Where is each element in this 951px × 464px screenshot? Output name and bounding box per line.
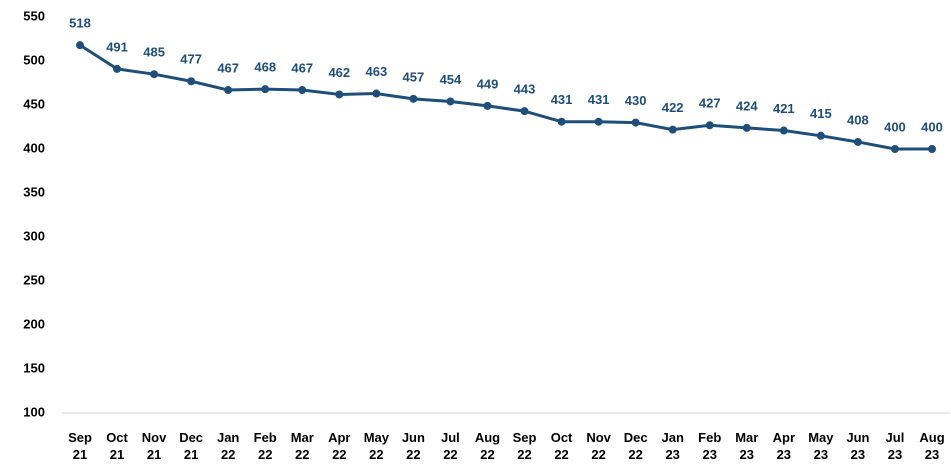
value-label: 421 <box>773 101 795 116</box>
x-tick-label: Nov 21 <box>141 430 167 462</box>
x-tick-label: Nov 22 <box>586 430 611 462</box>
x-tick-label: Jun 23 <box>846 430 870 462</box>
line <box>79 43 932 151</box>
x-tick-label: Feb 22 <box>253 430 277 462</box>
point <box>483 101 492 110</box>
point <box>928 145 936 153</box>
y-tick-label: 400 <box>23 140 45 155</box>
value-label: 415 <box>810 106 832 121</box>
point <box>668 125 677 134</box>
value-label: 422 <box>662 100 684 115</box>
point <box>187 77 196 86</box>
point <box>557 117 566 126</box>
value-label: 467 <box>217 60 239 75</box>
x-tick-label: Sep 22 <box>512 430 537 462</box>
value-label: 463 <box>365 64 387 79</box>
x-tick-label: Aug 23 <box>919 430 945 462</box>
point <box>853 137 862 146</box>
value-label: 467 <box>291 60 313 75</box>
x-tick-label: Oct 21 <box>106 430 128 462</box>
x-tick-label: Jun 22 <box>401 430 425 462</box>
x-tick-label: Mar 23 <box>735 430 759 462</box>
point <box>816 131 825 140</box>
x-tick-label: May 23 <box>808 430 834 462</box>
point <box>409 94 418 103</box>
y-tick-label: 550 <box>23 8 45 23</box>
x-tick-label: Jan 23 <box>661 430 684 462</box>
point <box>224 86 233 95</box>
point <box>594 117 603 126</box>
value-label: 424 <box>736 98 758 113</box>
x-tick-label: Jul 23 <box>885 430 905 462</box>
point <box>372 89 381 98</box>
value-label: 468 <box>254 60 276 75</box>
point <box>150 70 159 79</box>
y-tick-label: 250 <box>23 272 45 287</box>
value-label: 431 <box>551 92 573 107</box>
value-label: 443 <box>514 82 536 97</box>
point <box>742 123 751 132</box>
point <box>113 64 122 73</box>
value-label: 427 <box>699 96 721 111</box>
y-tick-label: 100 <box>23 404 45 419</box>
y-tick-label: 200 <box>23 316 45 331</box>
point <box>446 97 455 106</box>
point <box>335 90 344 99</box>
x-tick-label: Apr 23 <box>772 430 795 462</box>
value-label: 477 <box>180 52 202 67</box>
x-tick-label: Aug 22 <box>474 430 501 462</box>
value-label: 462 <box>328 65 350 80</box>
y-tick-label: 500 <box>23 52 45 67</box>
y-tick-label: 450 <box>23 96 45 111</box>
x-tick-label: Apr 22 <box>328 430 351 462</box>
value-label: 400 <box>921 119 943 134</box>
x-tick-label: Mar 22 <box>290 430 314 462</box>
x-tick-label: Dec 22 <box>623 430 648 462</box>
x-tick-label: Oct 22 <box>550 430 573 462</box>
x-tick-label: Jan 22 <box>216 430 240 462</box>
value-label: 518 <box>69 16 91 31</box>
x-tick-label: Jul 22 <box>441 430 460 462</box>
point <box>298 86 307 95</box>
value-label: 431 <box>588 92 610 107</box>
value-label: 491 <box>106 39 128 54</box>
y-tick-label: 350 <box>23 184 45 199</box>
point <box>631 118 640 127</box>
x-tick-label: Feb 23 <box>698 430 722 462</box>
value-label: 449 <box>477 76 499 91</box>
value-label: 430 <box>625 93 647 108</box>
point <box>261 85 270 94</box>
value-label: 454 <box>440 72 462 87</box>
value-label: 457 <box>403 69 425 84</box>
point <box>890 145 899 153</box>
point <box>705 121 714 130</box>
value-label: 485 <box>143 45 165 60</box>
y-tick-label: 150 <box>23 360 45 375</box>
point <box>76 41 84 50</box>
point <box>520 107 529 116</box>
value-label: 400 <box>884 119 906 134</box>
point <box>779 126 788 135</box>
value-label: 408 <box>847 112 869 127</box>
x-tick-label: May 22 <box>363 430 389 462</box>
x-tick-label: Sep 21 <box>68 430 92 462</box>
x-tick-label: Dec 21 <box>179 430 204 462</box>
y-tick-label: 300 <box>23 228 45 243</box>
